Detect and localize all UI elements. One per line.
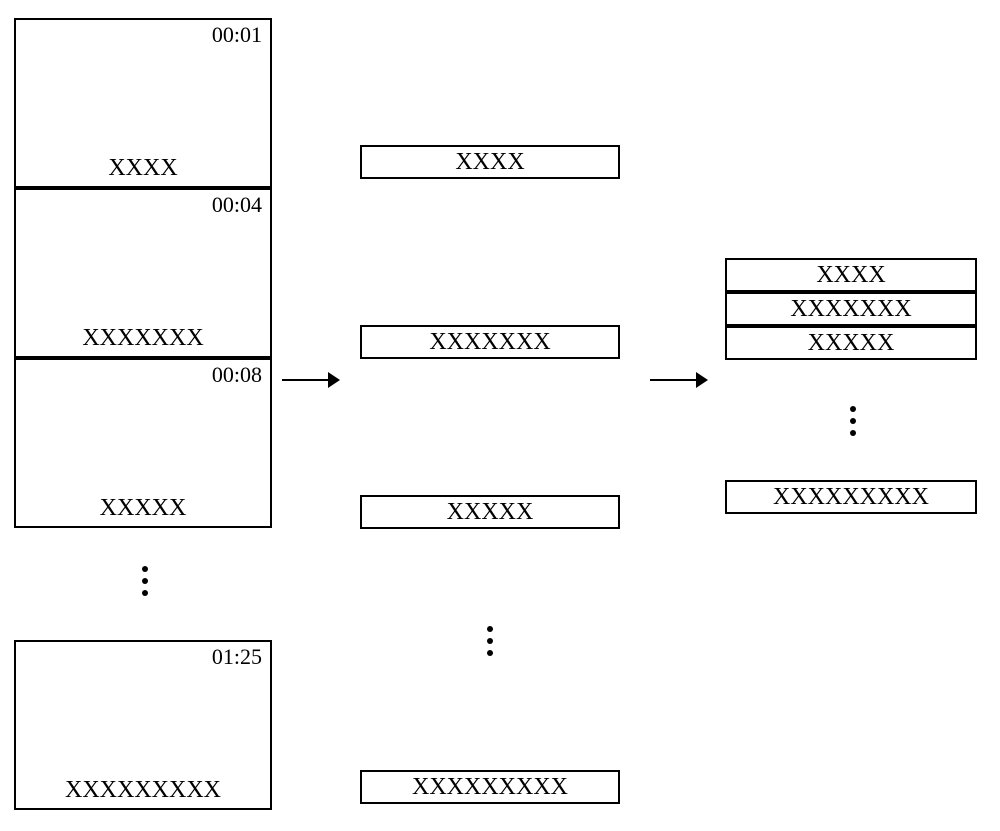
mid-box-last: XXXXXXXXX: [360, 770, 620, 804]
arrow-1: [282, 368, 346, 392]
frame-last-caption: XXXXXXXXX: [16, 777, 270, 804]
right-box-2: XXXXXXX: [725, 292, 977, 326]
right-box-last: XXXXXXXXX: [725, 480, 977, 514]
frame-2-timestamp: 00:04: [212, 192, 262, 218]
frame-3-timestamp: 00:08: [212, 362, 262, 388]
frame-3-caption: XXXXX: [16, 495, 270, 522]
frame-last-timestamp: 01:25: [212, 644, 262, 670]
right-ellipsis: [843, 400, 863, 442]
frame-3: 00:08 XXXXX: [14, 358, 272, 528]
frame-last: 01:25 XXXXXXXXX: [14, 640, 272, 810]
frame-1: 00:01 XXXX: [14, 18, 272, 188]
mid-box-1: XXXX: [360, 145, 620, 179]
mid-box-2: XXXXXXX: [360, 325, 620, 359]
right-box-3: XXXXX: [725, 326, 977, 360]
frame-2: 00:04 XXXXXXX: [14, 188, 272, 358]
right-box-1: XXXX: [725, 258, 977, 292]
arrow-2: [650, 368, 714, 392]
mid-ellipsis: [480, 620, 500, 662]
frame-1-caption: XXXX: [16, 155, 270, 182]
frame-1-timestamp: 00:01: [212, 22, 262, 48]
left-ellipsis: [135, 560, 155, 602]
mid-box-3: XXXXX: [360, 495, 620, 529]
frame-2-caption: XXXXXXX: [16, 325, 270, 352]
